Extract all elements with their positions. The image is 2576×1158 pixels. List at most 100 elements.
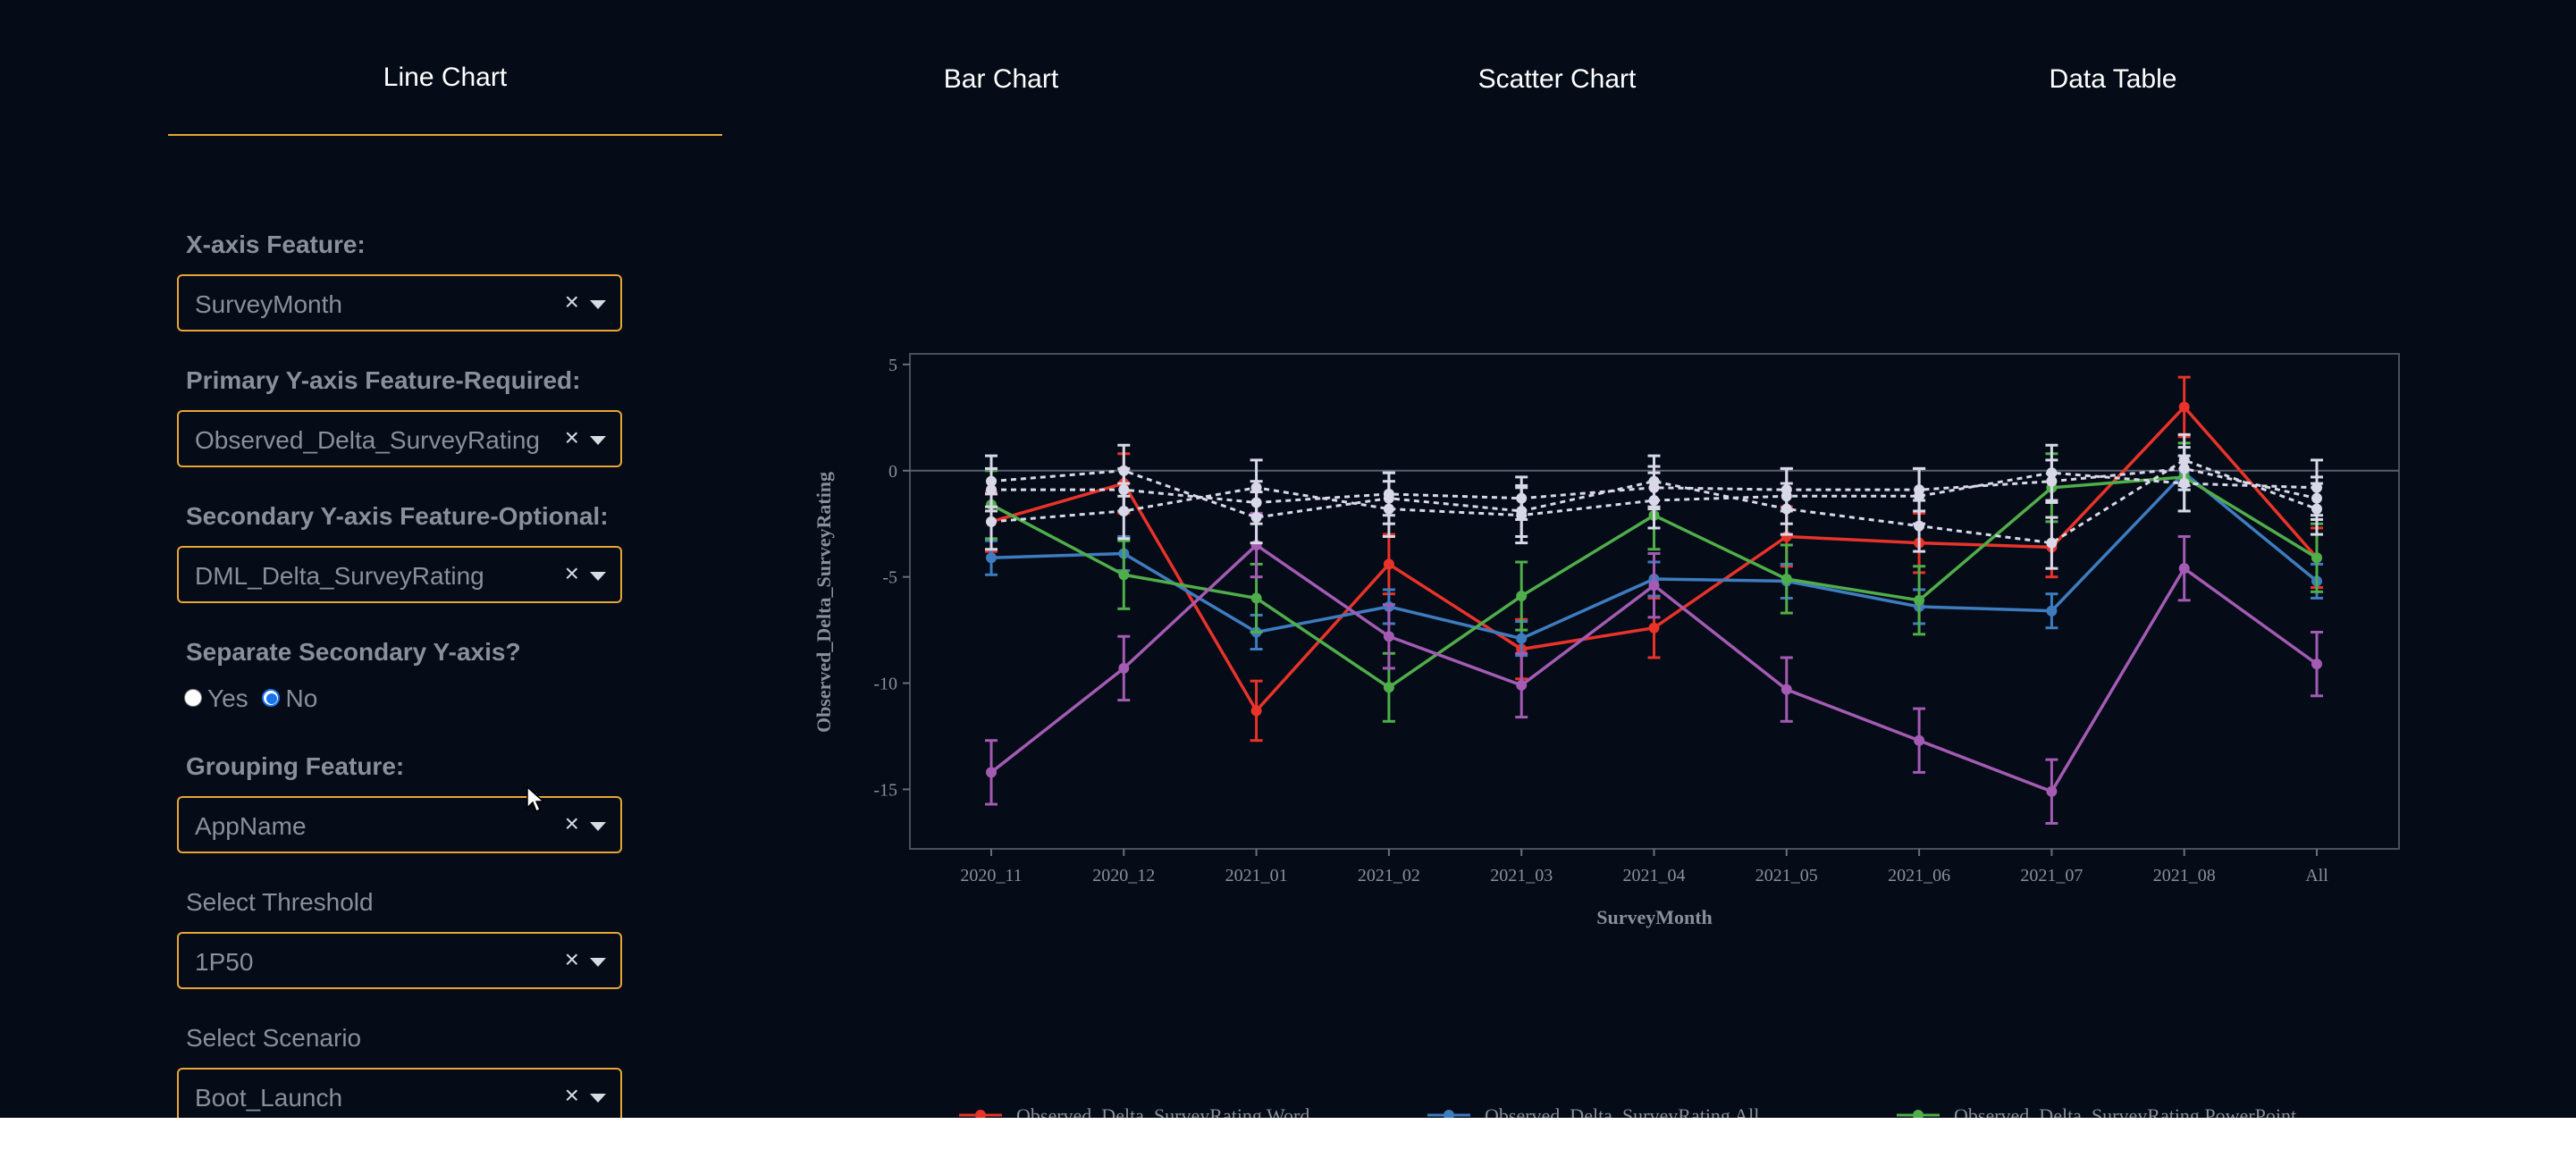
x-tick-label: 2021_07 (2020, 866, 2083, 885)
data-point (2046, 605, 2058, 617)
data-point (1914, 491, 1925, 502)
data-point (1383, 682, 1394, 693)
legend-marker (1913, 1110, 1924, 1118)
x-tick-label: 2021_08 (2153, 866, 2216, 885)
threshold-label: Select Threshold (186, 888, 374, 916)
data-point (1250, 592, 1262, 604)
data-point (1118, 505, 1130, 516)
series-line-6 (990, 471, 2318, 524)
data-point (1250, 705, 1262, 717)
legend-label: Observed_Delta_SurveyRating All (1485, 1104, 1759, 1118)
scenario-label: Select Scenario (186, 1024, 362, 1052)
threshold-dropdown[interactable]: 1P50 × (177, 932, 622, 989)
data-point (1250, 482, 1262, 493)
data-point (1516, 591, 1528, 602)
radio-no[interactable]: No (262, 684, 317, 712)
data-point (2178, 401, 2190, 413)
primary-y-value: Observed_Delta_SurveyRating (195, 426, 540, 454)
chevron-down-icon[interactable] (590, 436, 606, 445)
tab-data-table[interactable]: Data Table (2049, 64, 2177, 94)
clear-icon[interactable]: × (564, 945, 579, 973)
data-point (1516, 633, 1528, 644)
tab-line-chart[interactable]: Line Chart (168, 63, 722, 136)
grouping-label: Grouping Feature: (186, 752, 405, 780)
y-tick-label: -10 (873, 675, 897, 694)
tab-bar-chart[interactable]: Bar Chart (943, 64, 1059, 94)
secondary-y-value: DML_Delta_SurveyRating (195, 562, 484, 590)
data-point (1648, 580, 1660, 592)
primary-y-dropdown[interactable]: Observed_Delta_SurveyRating × (177, 410, 622, 467)
data-point (2311, 659, 2322, 670)
x-tick-label: 2020_12 (1092, 866, 1155, 885)
data-point (1780, 574, 1792, 585)
mouse-pointer-icon (526, 786, 544, 813)
app-root: Line Chart Bar Chart Scatter Chart Data … (0, 0, 2576, 1118)
radio-yes-icon[interactable] (184, 688, 202, 707)
x-tick-label: 2021_06 (1888, 866, 1950, 885)
y-tick-label: 0 (888, 462, 897, 482)
data-point (986, 767, 997, 778)
grouping-value: AppName (195, 812, 307, 840)
data-point (1914, 594, 1925, 606)
legend-label: Observed_Delta_SurveyRating PowerPoint (1954, 1104, 2296, 1118)
data-point (1648, 495, 1660, 507)
data-point (1516, 679, 1528, 691)
threshold-value: 1P50 (195, 948, 254, 976)
radio-yes[interactable]: Yes (184, 684, 248, 712)
chevron-down-icon[interactable] (590, 300, 606, 309)
grouping-dropdown[interactable]: AppName × (177, 796, 622, 853)
data-point (1118, 662, 1130, 674)
x-tick-label: 2021_02 (1358, 866, 1420, 885)
scenario-dropdown[interactable]: Boot_Launch × (177, 1068, 622, 1118)
scenario-value: Boot_Launch (195, 1084, 343, 1112)
data-point (1118, 569, 1130, 581)
chevron-down-icon[interactable] (590, 822, 606, 831)
separate-axis-label: Separate Secondary Y-axis? (186, 638, 521, 666)
line-chart: Observed_Delta_SurveyRating SurveyMonth … (812, 353, 2400, 1118)
chevron-down-icon[interactable] (590, 1094, 606, 1103)
chevron-down-icon[interactable] (590, 572, 606, 581)
x-axis-value: SurveyMonth (195, 290, 342, 318)
x-axis-dropdown[interactable]: SurveyMonth × (177, 274, 622, 331)
data-point (2178, 478, 2190, 490)
data-point (1383, 503, 1394, 515)
data-point (2046, 785, 2058, 797)
series-line-4 (990, 458, 2318, 545)
x-tick-label: 2021_01 (1225, 866, 1288, 885)
radio-no-icon[interactable] (262, 688, 281, 707)
clear-icon[interactable]: × (564, 288, 579, 315)
y-tick-label: -5 (882, 568, 897, 588)
clear-icon[interactable]: × (564, 559, 579, 587)
y-axis-title: Observed_Delta_SurveyRating (812, 472, 835, 733)
x-tick-label: 2021_03 (1490, 866, 1553, 885)
data-point (2046, 467, 2058, 479)
clear-icon[interactable]: × (564, 810, 579, 837)
tab-scatter-chart[interactable]: Scatter Chart (1477, 64, 1637, 94)
x-tick-label: All (2305, 866, 2328, 885)
secondary-y-label: Secondary Y-axis Feature-Optional: (186, 502, 609, 530)
secondary-y-dropdown[interactable]: DML_Delta_SurveyRating × (177, 546, 622, 603)
x-tick-label: 2021_04 (1623, 866, 1686, 885)
data-point (986, 516, 997, 527)
data-point (2178, 563, 2190, 575)
data-point (1648, 622, 1660, 634)
legend-label: Observed_Delta_SurveyRating Word (1016, 1104, 1309, 1118)
radio-yes-label: Yes (207, 684, 248, 712)
y-tick-label: -15 (873, 780, 897, 800)
data-point (1383, 558, 1394, 570)
data-point (2046, 537, 2058, 549)
chevron-down-icon[interactable] (590, 958, 606, 967)
data-point (1516, 509, 1528, 521)
clear-icon[interactable]: × (564, 1081, 579, 1109)
legend-marker (975, 1110, 986, 1118)
radio-no-label: No (285, 684, 318, 712)
data-point (986, 484, 997, 496)
data-point (2311, 482, 2322, 493)
data-point (1780, 684, 1792, 695)
data-point (1914, 734, 1925, 746)
clear-icon[interactable]: × (564, 424, 579, 451)
x-tick-label: 2021_05 (1755, 866, 1818, 885)
y-tick-label: 5 (888, 356, 897, 375)
data-point (1780, 491, 1792, 502)
separate-axis-radio-group: Yes No (184, 684, 324, 713)
